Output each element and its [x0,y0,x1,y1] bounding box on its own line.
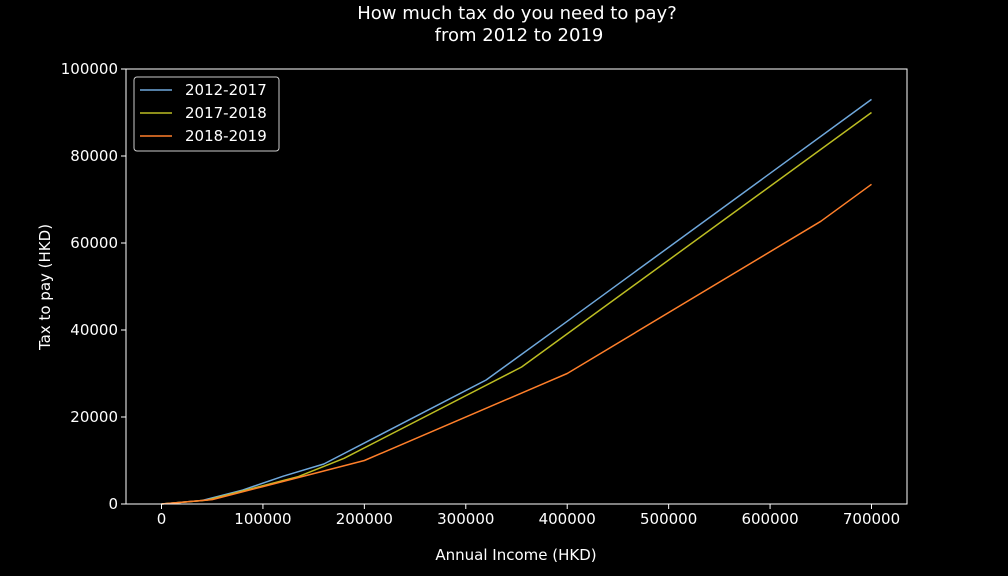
y-tick-label: 80000 [70,147,118,165]
x-tick-label: 700000 [843,510,900,528]
x-tick-label: 0 [157,510,167,528]
legend-label: 2012-2017 [185,81,267,99]
x-axis-label: Annual Income (HKD) [435,546,596,564]
series-line-1 [161,111,872,505]
series-line-2 [161,183,872,505]
y-tick-label: 0 [108,495,118,513]
y-tick-label: 100000 [61,60,118,78]
x-tick-label: 100000 [234,510,291,528]
x-tick-label: 400000 [539,510,596,528]
series-line-0 [161,98,872,505]
plot-layer [161,98,872,505]
legend-label: 2018-2019 [185,127,267,145]
y-tick-label: 40000 [70,321,118,339]
y-axis-label: Tax to pay (HKD) [36,224,54,351]
x-tick-label: 300000 [437,510,494,528]
y-tick-label: 20000 [70,408,118,426]
chart-title: How much tax do you need to pay? [357,3,677,24]
legend: 2012-2017 2017-2018 2018-2019 [133,76,280,152]
legend-label: 2017-2018 [185,104,267,122]
y-tick-label: 60000 [70,234,118,252]
legend-box [133,76,280,152]
x-tick-label: 600000 [741,510,798,528]
plot-frame [125,68,908,505]
chart-subtitle: from 2012 to 2019 [435,25,604,46]
x-tick-label: 200000 [336,510,393,528]
x-tick-label: 500000 [640,510,697,528]
ticks-layer: 0 100000 200000 300000 400000 500000 600000 700… [61,60,900,528]
